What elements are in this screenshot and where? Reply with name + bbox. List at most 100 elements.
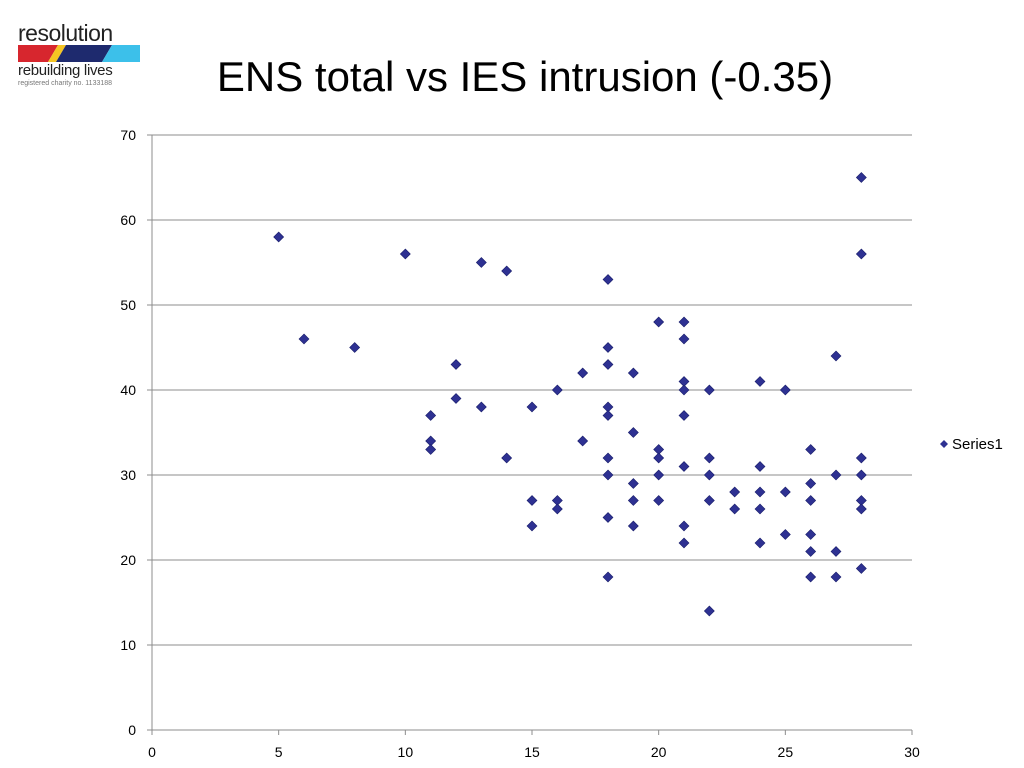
gridlines — [152, 134, 912, 646]
data-point-76 — [855, 469, 867, 481]
y-tick-label-60: 60 — [120, 212, 136, 228]
data-point-11 — [501, 265, 513, 277]
data-point-62 — [779, 529, 791, 540]
y-tick-label-40: 40 — [120, 382, 136, 398]
y-tick-labels: 0 10 20 30 40 50 60 70 — [120, 127, 136, 738]
data-point-47 — [678, 537, 690, 549]
logo-color-band — [18, 45, 140, 62]
data-point-3 — [399, 248, 411, 260]
data-point-65 — [805, 495, 817, 506]
data-point-10 — [475, 401, 487, 413]
data-point-1 — [298, 333, 310, 345]
data-point-58 — [754, 503, 766, 515]
data-point-49 — [703, 452, 715, 464]
data-point-61 — [779, 486, 791, 498]
y-tick-label-0: 0 — [128, 722, 136, 738]
data-point-39 — [653, 495, 665, 506]
x-tick-label-25: 25 — [778, 744, 794, 760]
data-point-78 — [855, 503, 867, 515]
data-point-67 — [805, 546, 817, 557]
data-point-70 — [830, 469, 842, 481]
data-point-6 — [425, 444, 437, 455]
data-point-44 — [678, 410, 690, 421]
logo-wordmark: resolution — [18, 20, 113, 46]
data-point-64 — [805, 478, 817, 489]
legend: Series1 — [940, 436, 1003, 453]
data-point-41 — [678, 333, 690, 345]
data-point-34 — [627, 520, 639, 532]
data-point-13 — [526, 401, 538, 413]
data-point-12 — [501, 452, 513, 464]
data-point-79 — [855, 563, 867, 574]
x-tick-labels: 0 5 10 15 20 25 30 — [148, 744, 920, 760]
data-point-28 — [602, 512, 614, 523]
data-point-53 — [729, 486, 741, 498]
data-point-25 — [602, 410, 614, 421]
data-point-54 — [729, 503, 741, 515]
data-point-51 — [703, 495, 715, 506]
y-tick-label-10: 10 — [120, 637, 136, 653]
data-point-43 — [678, 384, 690, 396]
data-point-45 — [678, 461, 690, 472]
data-point-2 — [349, 342, 361, 353]
data-point-9 — [475, 257, 487, 268]
y-tick-label-30: 30 — [120, 467, 136, 483]
data-point-74 — [855, 248, 867, 260]
data-point-63 — [805, 444, 817, 455]
data-point-32 — [627, 478, 639, 489]
data-point-46 — [678, 520, 690, 532]
data-point-15 — [526, 520, 538, 532]
legend-label: Series1 — [952, 436, 1003, 453]
data-point-23 — [602, 359, 614, 370]
x-tick-label-0: 0 — [148, 744, 156, 760]
logo-charity-number: registered charity no. 1133188 — [18, 80, 113, 87]
legend-marker — [940, 440, 948, 448]
x-tick-label-20: 20 — [651, 744, 667, 760]
data-point-50 — [703, 469, 715, 481]
data-point-68 — [805, 571, 817, 583]
data-point-14 — [526, 495, 538, 506]
data-point-4 — [425, 410, 437, 421]
resolution-logo: resolution rebuilding lives registered c… — [18, 22, 142, 92]
data-point-21 — [602, 274, 614, 285]
data-point-71 — [830, 546, 842, 557]
x-tick-label-5: 5 — [275, 744, 283, 760]
data-point-30 — [627, 367, 639, 379]
data-point-75 — [855, 452, 867, 464]
data-point-66 — [805, 529, 817, 540]
data-point-56 — [754, 461, 766, 472]
data-point-40 — [678, 316, 690, 328]
data-point-55 — [754, 376, 766, 387]
data-points — [273, 172, 867, 617]
data-point-16 — [551, 384, 563, 396]
data-point-69 — [830, 350, 842, 362]
y-tick-label-70: 70 — [120, 127, 136, 143]
data-point-7 — [450, 359, 462, 370]
data-point-37 — [653, 452, 665, 464]
data-point-18 — [551, 503, 563, 515]
data-point-29 — [602, 571, 614, 583]
data-point-20 — [577, 435, 589, 447]
data-point-33 — [627, 495, 639, 506]
data-point-19 — [577, 367, 589, 379]
data-point-31 — [627, 427, 639, 438]
data-point-57 — [754, 486, 766, 498]
data-point-22 — [602, 342, 614, 353]
data-point-52 — [703, 605, 715, 617]
x-tick-label-10: 10 — [398, 744, 414, 760]
data-point-48 — [703, 384, 715, 396]
chart-title: ENS total vs IES intrusion (-0.35) — [216, 53, 834, 100]
x-tick-label-15: 15 — [524, 744, 540, 760]
logo-tagline: rebuilding lives — [18, 62, 113, 79]
data-point-59 — [754, 537, 766, 549]
data-point-60 — [779, 384, 791, 396]
data-point-8 — [450, 393, 462, 404]
data-point-72 — [830, 571, 842, 583]
data-point-0 — [273, 231, 285, 243]
axes — [147, 134, 913, 735]
data-point-26 — [602, 452, 614, 464]
y-tick-label-50: 50 — [120, 297, 136, 313]
data-point-73 — [855, 172, 867, 183]
data-point-27 — [602, 469, 614, 481]
